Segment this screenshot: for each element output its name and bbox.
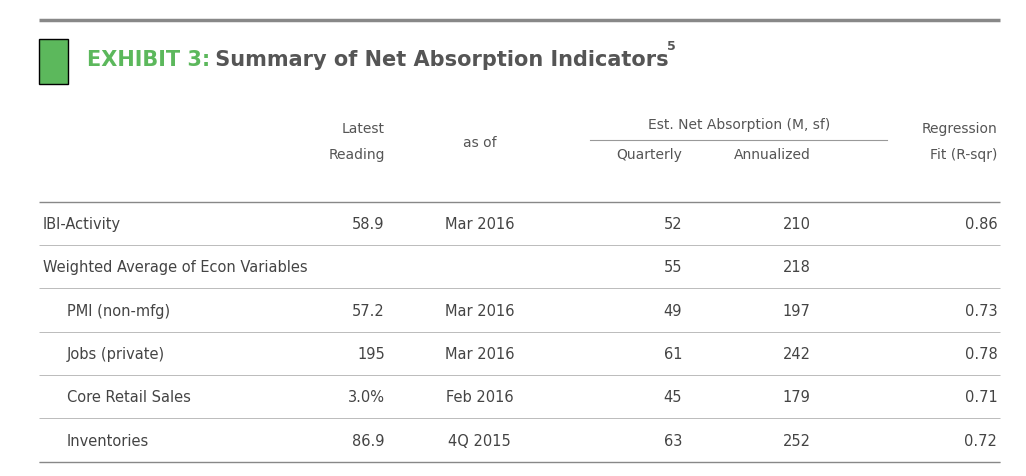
Text: Mar 2016: Mar 2016 xyxy=(445,217,514,231)
Text: Mar 2016: Mar 2016 xyxy=(445,303,514,318)
Text: Est. Net Absorption (M, sf): Est. Net Absorption (M, sf) xyxy=(647,118,830,132)
Text: Annualized: Annualized xyxy=(734,148,811,162)
Text: 61: 61 xyxy=(664,346,682,361)
Text: 4Q 2015: 4Q 2015 xyxy=(448,433,511,447)
Text: 0.78: 0.78 xyxy=(964,346,997,361)
Text: Quarterly: Quarterly xyxy=(617,148,682,162)
Text: 0.73: 0.73 xyxy=(964,303,997,318)
Text: EXHIBIT 3:: EXHIBIT 3: xyxy=(87,50,210,69)
Text: 252: 252 xyxy=(783,433,811,447)
Text: 55: 55 xyxy=(664,260,682,275)
Text: 52: 52 xyxy=(664,217,682,231)
Text: 0.86: 0.86 xyxy=(964,217,997,231)
Text: 63: 63 xyxy=(664,433,682,447)
Text: 57.2: 57.2 xyxy=(352,303,385,318)
Text: 49: 49 xyxy=(664,303,682,318)
Text: IBI-Activity: IBI-Activity xyxy=(43,217,121,231)
Text: 0.72: 0.72 xyxy=(964,433,997,447)
Text: Core Retail Sales: Core Retail Sales xyxy=(67,389,191,404)
Text: Regression: Regression xyxy=(921,121,997,136)
Text: Weighted Average of Econ Variables: Weighted Average of Econ Variables xyxy=(43,260,308,275)
Text: PMI (non-mfg): PMI (non-mfg) xyxy=(67,303,170,318)
Text: 218: 218 xyxy=(783,260,811,275)
Text: Jobs (private): Jobs (private) xyxy=(67,346,165,361)
Text: Reading: Reading xyxy=(328,148,385,162)
Text: Inventories: Inventories xyxy=(67,433,149,447)
Text: 5: 5 xyxy=(667,40,676,53)
Text: 197: 197 xyxy=(783,303,811,318)
Text: 86.9: 86.9 xyxy=(352,433,385,447)
Text: 3.0%: 3.0% xyxy=(348,389,385,404)
Text: Feb 2016: Feb 2016 xyxy=(446,389,513,404)
Text: Summary of Net Absorption Indicators: Summary of Net Absorption Indicators xyxy=(208,50,669,69)
Text: 179: 179 xyxy=(783,389,811,404)
Text: as of: as of xyxy=(463,136,497,150)
Text: Latest: Latest xyxy=(342,121,385,136)
Text: 45: 45 xyxy=(664,389,682,404)
Text: 210: 210 xyxy=(783,217,811,231)
Text: 195: 195 xyxy=(357,346,385,361)
Text: 242: 242 xyxy=(783,346,811,361)
Text: 0.71: 0.71 xyxy=(964,389,997,404)
Text: Mar 2016: Mar 2016 xyxy=(445,346,514,361)
Text: 58.9: 58.9 xyxy=(352,217,385,231)
Text: Fit (R-sqr): Fit (R-sqr) xyxy=(930,148,997,162)
